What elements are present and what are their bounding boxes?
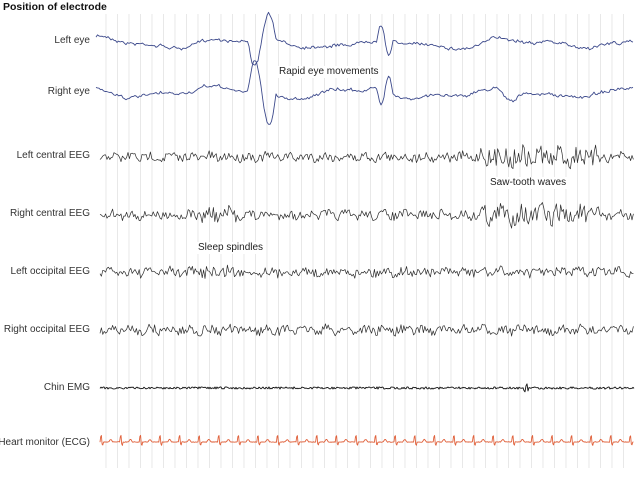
trace-ecg <box>99 434 634 446</box>
annotation-rapid-eye-movements: Rapid eye movements <box>277 66 381 78</box>
channel-label-left-occipital-eeg: Left occipital EEG <box>10 266 90 277</box>
annotation-sleep-spindles: Sleep spindles <box>196 242 266 254</box>
trace-right-occipital-eeg <box>99 323 634 337</box>
channel-label-chin-emg: Chin EMG <box>43 382 90 393</box>
trace-left-occipital-eeg <box>99 264 634 279</box>
diagram-title: Position of electrode <box>3 1 107 13</box>
channel-label-right-eye: Right eye <box>47 86 90 97</box>
trace-left-central-eeg <box>99 144 634 170</box>
trace-left-eye <box>95 11 634 66</box>
channel-label-left-eye: Left eye <box>54 35 90 46</box>
channel-label-left-central-eeg: Left central EEG <box>16 150 90 161</box>
trace-right-eye <box>95 60 634 125</box>
channel-label-right-occipital-eeg: Right occipital EEG <box>3 324 90 335</box>
trace-right-central-eeg <box>99 202 634 229</box>
annotation-saw-tooth-waves: Saw-tooth waves <box>488 177 569 189</box>
channel-label-right-central-eeg: Right central EEG <box>9 208 90 219</box>
trace-chin-emg <box>99 383 635 393</box>
gridlines <box>105 14 624 468</box>
channel-label-ecg: Heart monitor (ECG) <box>0 437 90 448</box>
